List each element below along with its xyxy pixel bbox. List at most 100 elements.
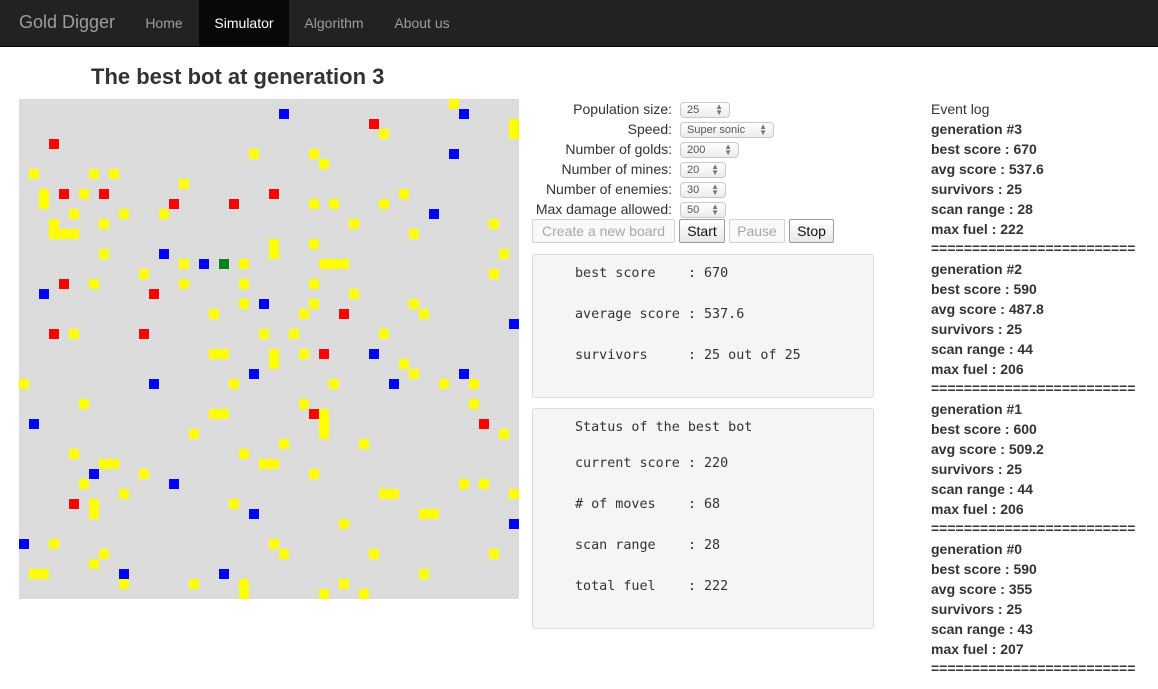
gold-cell [239,449,249,459]
enemy-cell [249,369,259,379]
gold-cell [89,169,99,179]
number-of-mines-select[interactable]: 20 ▲ ▼ [680,162,726,178]
stop-button[interactable]: Stop [789,219,834,243]
gold-cell [239,579,249,589]
log-generation-header: generation #1 [931,401,1023,417]
gold-cell [449,99,459,109]
log-separator: ========================= [931,240,1136,256]
mine-cell [319,349,329,359]
gold-cell [39,199,49,209]
status-title: Status of the best bot [575,420,753,435]
page-title: The best bot at generation 3 [91,64,385,89]
enemy-cell [19,539,29,549]
gold-cell [469,399,479,409]
gold-cell [459,479,469,489]
gold-cell [219,409,229,419]
gold-cell [209,309,219,319]
population-size-select[interactable]: 25 ▲ ▼ [680,102,730,118]
gold-cell [499,249,509,259]
gold-cell [89,509,99,519]
mine-cell [229,199,239,209]
gold-cell [69,229,79,239]
enemy-cell [259,299,269,309]
gold-cell [179,279,189,289]
gold-cell [59,229,69,239]
nav-about-us[interactable]: About us [394,15,450,31]
gold-cell [349,219,359,229]
gold-cell [19,379,29,389]
gold-cell [399,359,409,369]
mine-cell [59,189,69,199]
gold-cell [359,589,369,599]
start-button[interactable]: Start [679,219,725,243]
gold-cell [69,449,79,459]
gold-cell [99,549,109,559]
number-of-golds-value: 200 [687,144,706,156]
max-damage-select[interactable]: 50 ▲ ▼ [680,202,726,218]
gold-cell [489,269,499,279]
mine-cell [169,199,179,209]
gold-cell [99,459,109,469]
log-max-fuel: max fuel : 207 [931,641,1024,657]
gold-cell [469,379,479,389]
population-size-label: Population size: [573,101,672,117]
updown-arrow-icon: ▲ ▼ [759,122,767,137]
gold-cell [259,329,269,339]
mine-cell [69,499,79,509]
game-board [19,99,519,599]
enemy-cell [509,319,519,329]
max-damage-label: Max damage allowed: [535,201,672,217]
enemy-cell [119,569,129,579]
gold-cell [49,219,59,229]
gold-cell [309,149,319,159]
speed-label: Speed: [627,121,672,137]
gold-cell [89,559,99,569]
gold-cell [339,519,349,529]
nav-algorithm[interactable]: Algorithm [304,15,364,31]
enemy-cell [159,249,169,259]
mine-cell [309,409,319,419]
nav-home[interactable]: Home [145,15,183,31]
gold-cell [139,469,149,479]
gold-cell [509,489,519,499]
gold-cell [279,549,289,559]
log-best-score: best score : 590 [931,281,1037,297]
log-generation-header: generation #2 [931,261,1023,277]
mine-cell [369,119,379,129]
gold-cell [119,579,129,589]
number-of-mines-label: Number of mines: [561,161,672,177]
gold-cell [319,409,329,419]
gold-cell [239,299,249,309]
gold-cell [239,259,249,269]
gold-cell [189,429,199,439]
nav-simulator[interactable]: Simulator [199,0,289,47]
gold-cell [239,589,249,599]
max-damage-value: 50 [687,204,700,216]
best-bot-status-panel: Status of the best bot current score : 2… [532,408,874,629]
number-of-enemies-select[interactable]: 30 ▲ ▼ [680,182,726,198]
gold-cell [419,569,429,579]
pause-button[interactable]: Pause [729,219,785,243]
updown-arrow-icon: ▲ ▼ [711,162,719,177]
create-board-button[interactable]: Create a new board [532,219,675,243]
log-scan-range: scan range : 44 [931,481,1033,497]
gold-cell [319,419,329,429]
speed-select[interactable]: Super sonic ▲ ▼ [680,122,774,138]
gold-cell [79,189,89,199]
gold-cell [309,239,319,249]
gold-cell [219,349,229,359]
gold-cell [379,129,389,139]
gold-cell [139,269,149,279]
gold-cell [269,239,279,249]
number-of-golds-label: Number of golds: [565,141,672,157]
gold-cell [479,479,489,489]
summary-panel: best score : 670 average score : 537.6 s… [532,254,874,398]
number-of-golds-select[interactable]: 200 ▲ ▼ [680,142,739,158]
gold-cell [429,509,439,519]
mine-cell [149,289,159,299]
gold-cell [109,459,119,469]
gold-cell [319,159,329,169]
enemy-cell [449,149,459,159]
log-avg-score: avg score : 509.2 [931,441,1044,457]
brand-logo[interactable]: Gold Digger [19,12,116,32]
